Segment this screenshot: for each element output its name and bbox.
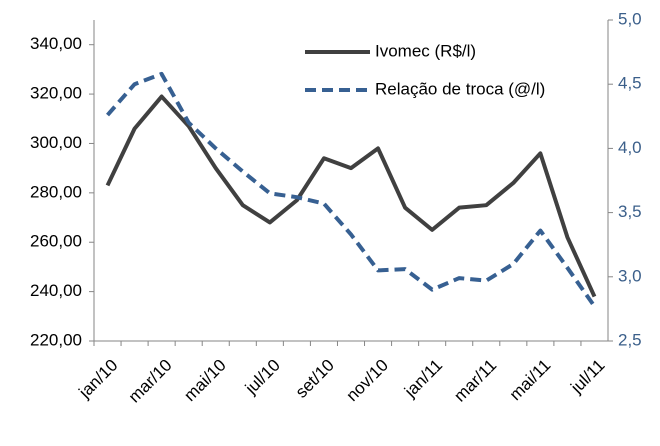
legend-label: Relação de troca (@/l) bbox=[375, 79, 545, 98]
x-tick-label: jul/11 bbox=[566, 356, 608, 398]
y2-tick-label: 2,5 bbox=[618, 330, 642, 349]
y2-tick-label: 4,0 bbox=[618, 138, 642, 157]
y2-tick-label: 3,5 bbox=[618, 202, 642, 221]
x-tick-label: jul/10 bbox=[241, 356, 284, 399]
x-tick-label: set/10 bbox=[292, 356, 338, 402]
y-tick-label: 300,00 bbox=[30, 133, 82, 152]
x-tick-label: mar/10 bbox=[125, 356, 176, 407]
x-tick-label: mar/11 bbox=[450, 356, 500, 406]
y2-tick-label: 5,0 bbox=[618, 9, 642, 28]
y-tick-label: 280,00 bbox=[30, 182, 82, 201]
y-tick-label: 340,00 bbox=[30, 34, 82, 53]
y-tick-label: 240,00 bbox=[30, 281, 82, 300]
y2-tick-label: 4,5 bbox=[618, 74, 642, 93]
x-tick-label: jan/11 bbox=[400, 356, 446, 402]
x-tick-label: mai/10 bbox=[180, 356, 230, 406]
y-tick-label: 260,00 bbox=[30, 232, 82, 251]
y-tick-label: 320,00 bbox=[30, 84, 82, 103]
x-tick-label: mai/11 bbox=[506, 356, 555, 405]
series-line bbox=[106, 71, 597, 308]
legend-label: Ivomec (R$/l) bbox=[375, 41, 476, 60]
x-tick-label: jan/10 bbox=[75, 356, 122, 403]
series-line bbox=[105, 94, 597, 298]
y-tick-label: 220,00 bbox=[30, 330, 82, 349]
y2-tick-label: 3,0 bbox=[618, 266, 642, 285]
x-tick-label: nov/10 bbox=[343, 356, 393, 406]
